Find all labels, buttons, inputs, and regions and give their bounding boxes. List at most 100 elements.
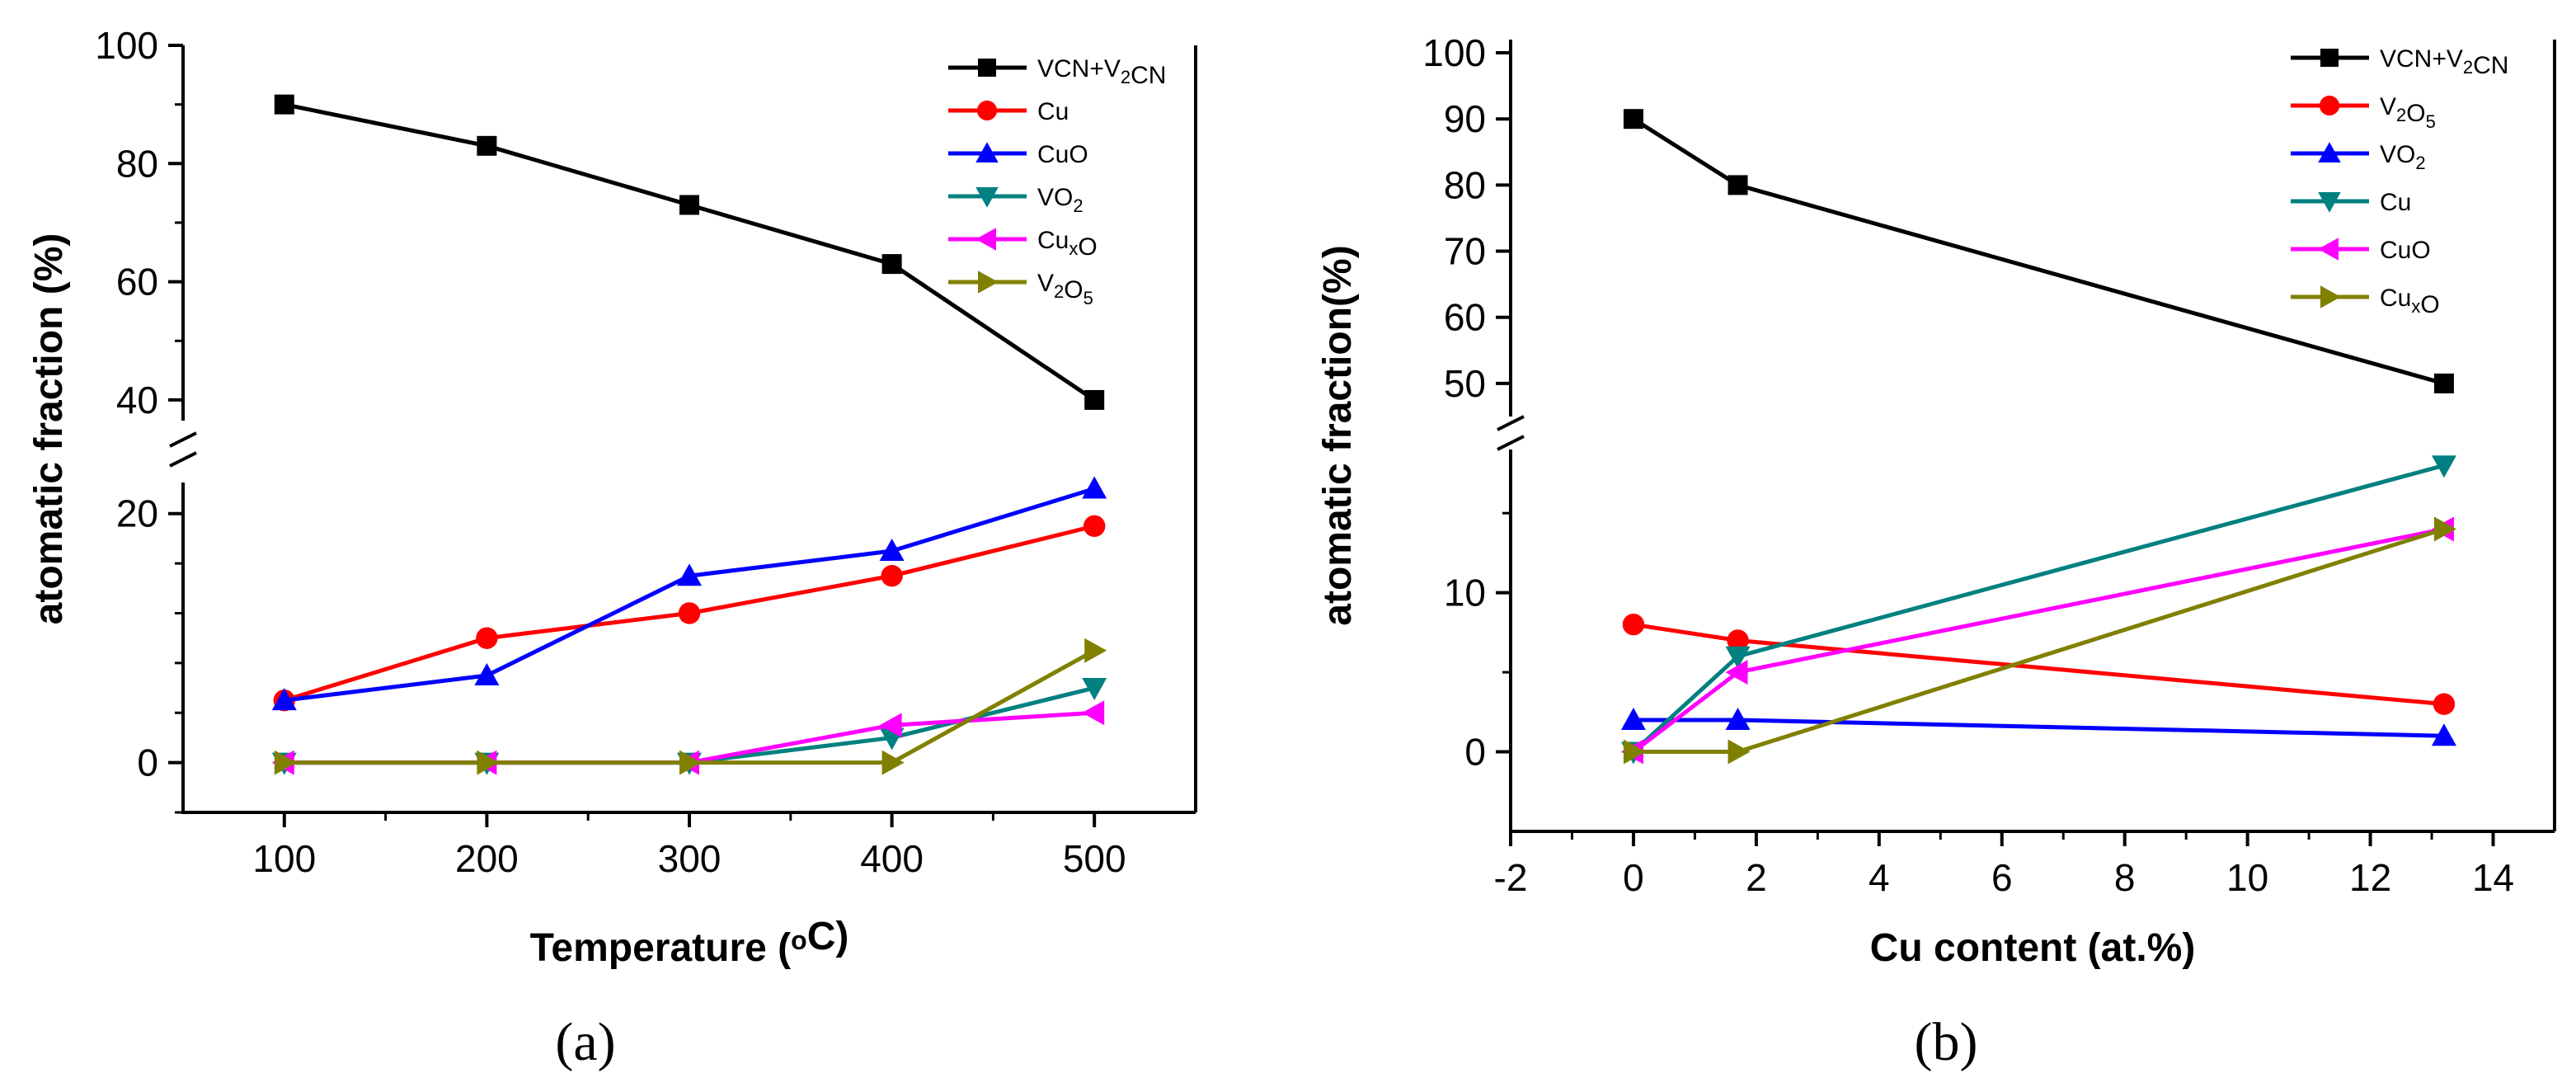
data-point <box>678 602 701 624</box>
legend: VCN+V2CN Cu CuO VO2 CuxO V2O5 <box>948 55 1166 308</box>
data-point <box>2433 373 2454 393</box>
y-tick-label: 0 <box>1464 731 1486 774</box>
data-point <box>1727 629 1749 652</box>
series-VCN+V2CN <box>1623 109 2454 393</box>
x-tick-label: 12 <box>2349 856 2391 899</box>
data-point <box>477 750 500 775</box>
data-point <box>881 750 905 775</box>
series-VCN+V2CN <box>274 94 1105 410</box>
series-V2O5 <box>1622 614 2456 715</box>
x-tick-label: 300 <box>658 837 722 880</box>
data-point <box>474 662 500 685</box>
x-axis-title: Cu content (at.%) <box>1870 926 2196 970</box>
legend-entry: Cu <box>948 98 1069 125</box>
y-tick-label: 20 <box>116 492 158 535</box>
legend-marker <box>975 187 999 208</box>
y-tick-label: 100 <box>95 24 158 67</box>
data-point <box>1620 707 1646 730</box>
series-Cu <box>273 515 1106 712</box>
legend-label: Cu <box>1037 98 1069 125</box>
legend-marker <box>978 59 996 77</box>
legend-label: VO2 <box>2380 141 2426 173</box>
series-line <box>1633 718 2445 738</box>
panel-label-b: (b) <box>1915 1012 1978 1072</box>
data-point <box>477 135 497 156</box>
legend-entry: V2O5 <box>948 270 1093 308</box>
data-point <box>2431 723 2456 746</box>
chart-panel-b: -2 0 2 4 6 8 10 12 14 0 10 50 60 70 80 90 100 atomatic fr… <box>1316 31 2556 970</box>
data-point <box>1623 109 1643 129</box>
x-tick-label: 8 <box>2114 856 2136 899</box>
data-point <box>1622 614 1645 636</box>
legend-marker <box>975 142 999 162</box>
data-point <box>1082 700 1105 726</box>
series-line <box>1632 463 2445 754</box>
x-tick-label: 0 <box>1623 856 1644 899</box>
legend-entry: VCN+V2CN <box>948 55 1166 89</box>
legend-label: CuO <box>1037 141 1088 168</box>
series-CuxO <box>1623 516 2456 765</box>
series-CuO <box>271 476 1107 711</box>
data-point <box>1725 646 1751 669</box>
x-tick-label: 6 <box>1991 856 2013 899</box>
x-tick-label: 100 <box>252 837 316 880</box>
data-point <box>879 713 902 738</box>
legend-marker <box>2318 238 2339 261</box>
data-point <box>271 688 297 711</box>
legend-label: CuxO <box>1037 227 1098 261</box>
data-point <box>1728 739 1751 765</box>
legend-label: CuxO <box>2380 285 2440 318</box>
legend-marker <box>2318 192 2341 213</box>
data-point <box>879 539 905 562</box>
y-axis-title: atomatic fraction (%) <box>27 233 71 625</box>
y-tick-label: 10 <box>1444 572 1486 614</box>
series-V2O5 <box>274 638 1107 775</box>
legend-entry: V2O5 <box>2291 93 2436 132</box>
data-point <box>2431 455 2456 478</box>
data-point <box>2433 516 2456 542</box>
series-line <box>1633 622 2445 707</box>
y-tick-label: 70 <box>1444 230 1486 273</box>
legend-marker <box>2320 285 2341 308</box>
legend-marker <box>2320 49 2339 67</box>
data-point <box>881 565 903 587</box>
x-tick-label: -2 <box>1494 856 1528 899</box>
data-point <box>274 94 294 115</box>
legend-entry: VO2 <box>2291 141 2426 173</box>
series-VO2 <box>1620 707 2456 746</box>
data-point <box>2433 693 2456 715</box>
series-line <box>284 102 1096 402</box>
legend-entry: CuxO <box>948 227 1098 261</box>
legend-label: Cu <box>2380 189 2411 216</box>
data-point <box>1082 476 1107 499</box>
data-point <box>1084 389 1105 410</box>
legend-entry: VCN+V2CN <box>2291 45 2508 79</box>
data-point <box>1084 638 1107 663</box>
y-axis-title: atomatic fraction(%) <box>1316 245 1360 625</box>
legend-entry: CuxO <box>2291 285 2440 318</box>
legend-entry: CuO <box>948 141 1088 168</box>
y-tick-label: 60 <box>116 261 158 304</box>
y-tick-label: 60 <box>1444 296 1486 339</box>
legend-label: VCN+V2CN <box>1037 55 1166 89</box>
legend-label: V2O5 <box>2380 93 2436 132</box>
legend-marker <box>976 100 998 121</box>
axis-break-mark <box>1497 415 1525 431</box>
legend-entry: CuO <box>2291 237 2431 264</box>
y-tick-label: 80 <box>1444 163 1486 206</box>
y-tick-label: 50 <box>1444 362 1486 405</box>
legend-marker <box>978 271 999 294</box>
data-point <box>1623 739 1646 765</box>
x-tick-label: 2 <box>1746 856 1767 899</box>
x-axis-title: Temperature (oC) <box>530 915 849 970</box>
legend-marker <box>2319 95 2340 116</box>
x-tick-label: 4 <box>1869 856 1890 899</box>
y-tick-label: 0 <box>137 741 158 784</box>
axis-break-mark <box>169 451 197 468</box>
legend-label: VO2 <box>1037 184 1084 216</box>
data-point <box>1725 660 1748 685</box>
x-tick-label: 14 <box>2472 856 2514 899</box>
y-tick-label: 40 <box>116 379 158 421</box>
chart-panel-a: 100 200 300 400 500 0 20 40 60 80 100 atomatic frac… <box>27 24 1197 970</box>
